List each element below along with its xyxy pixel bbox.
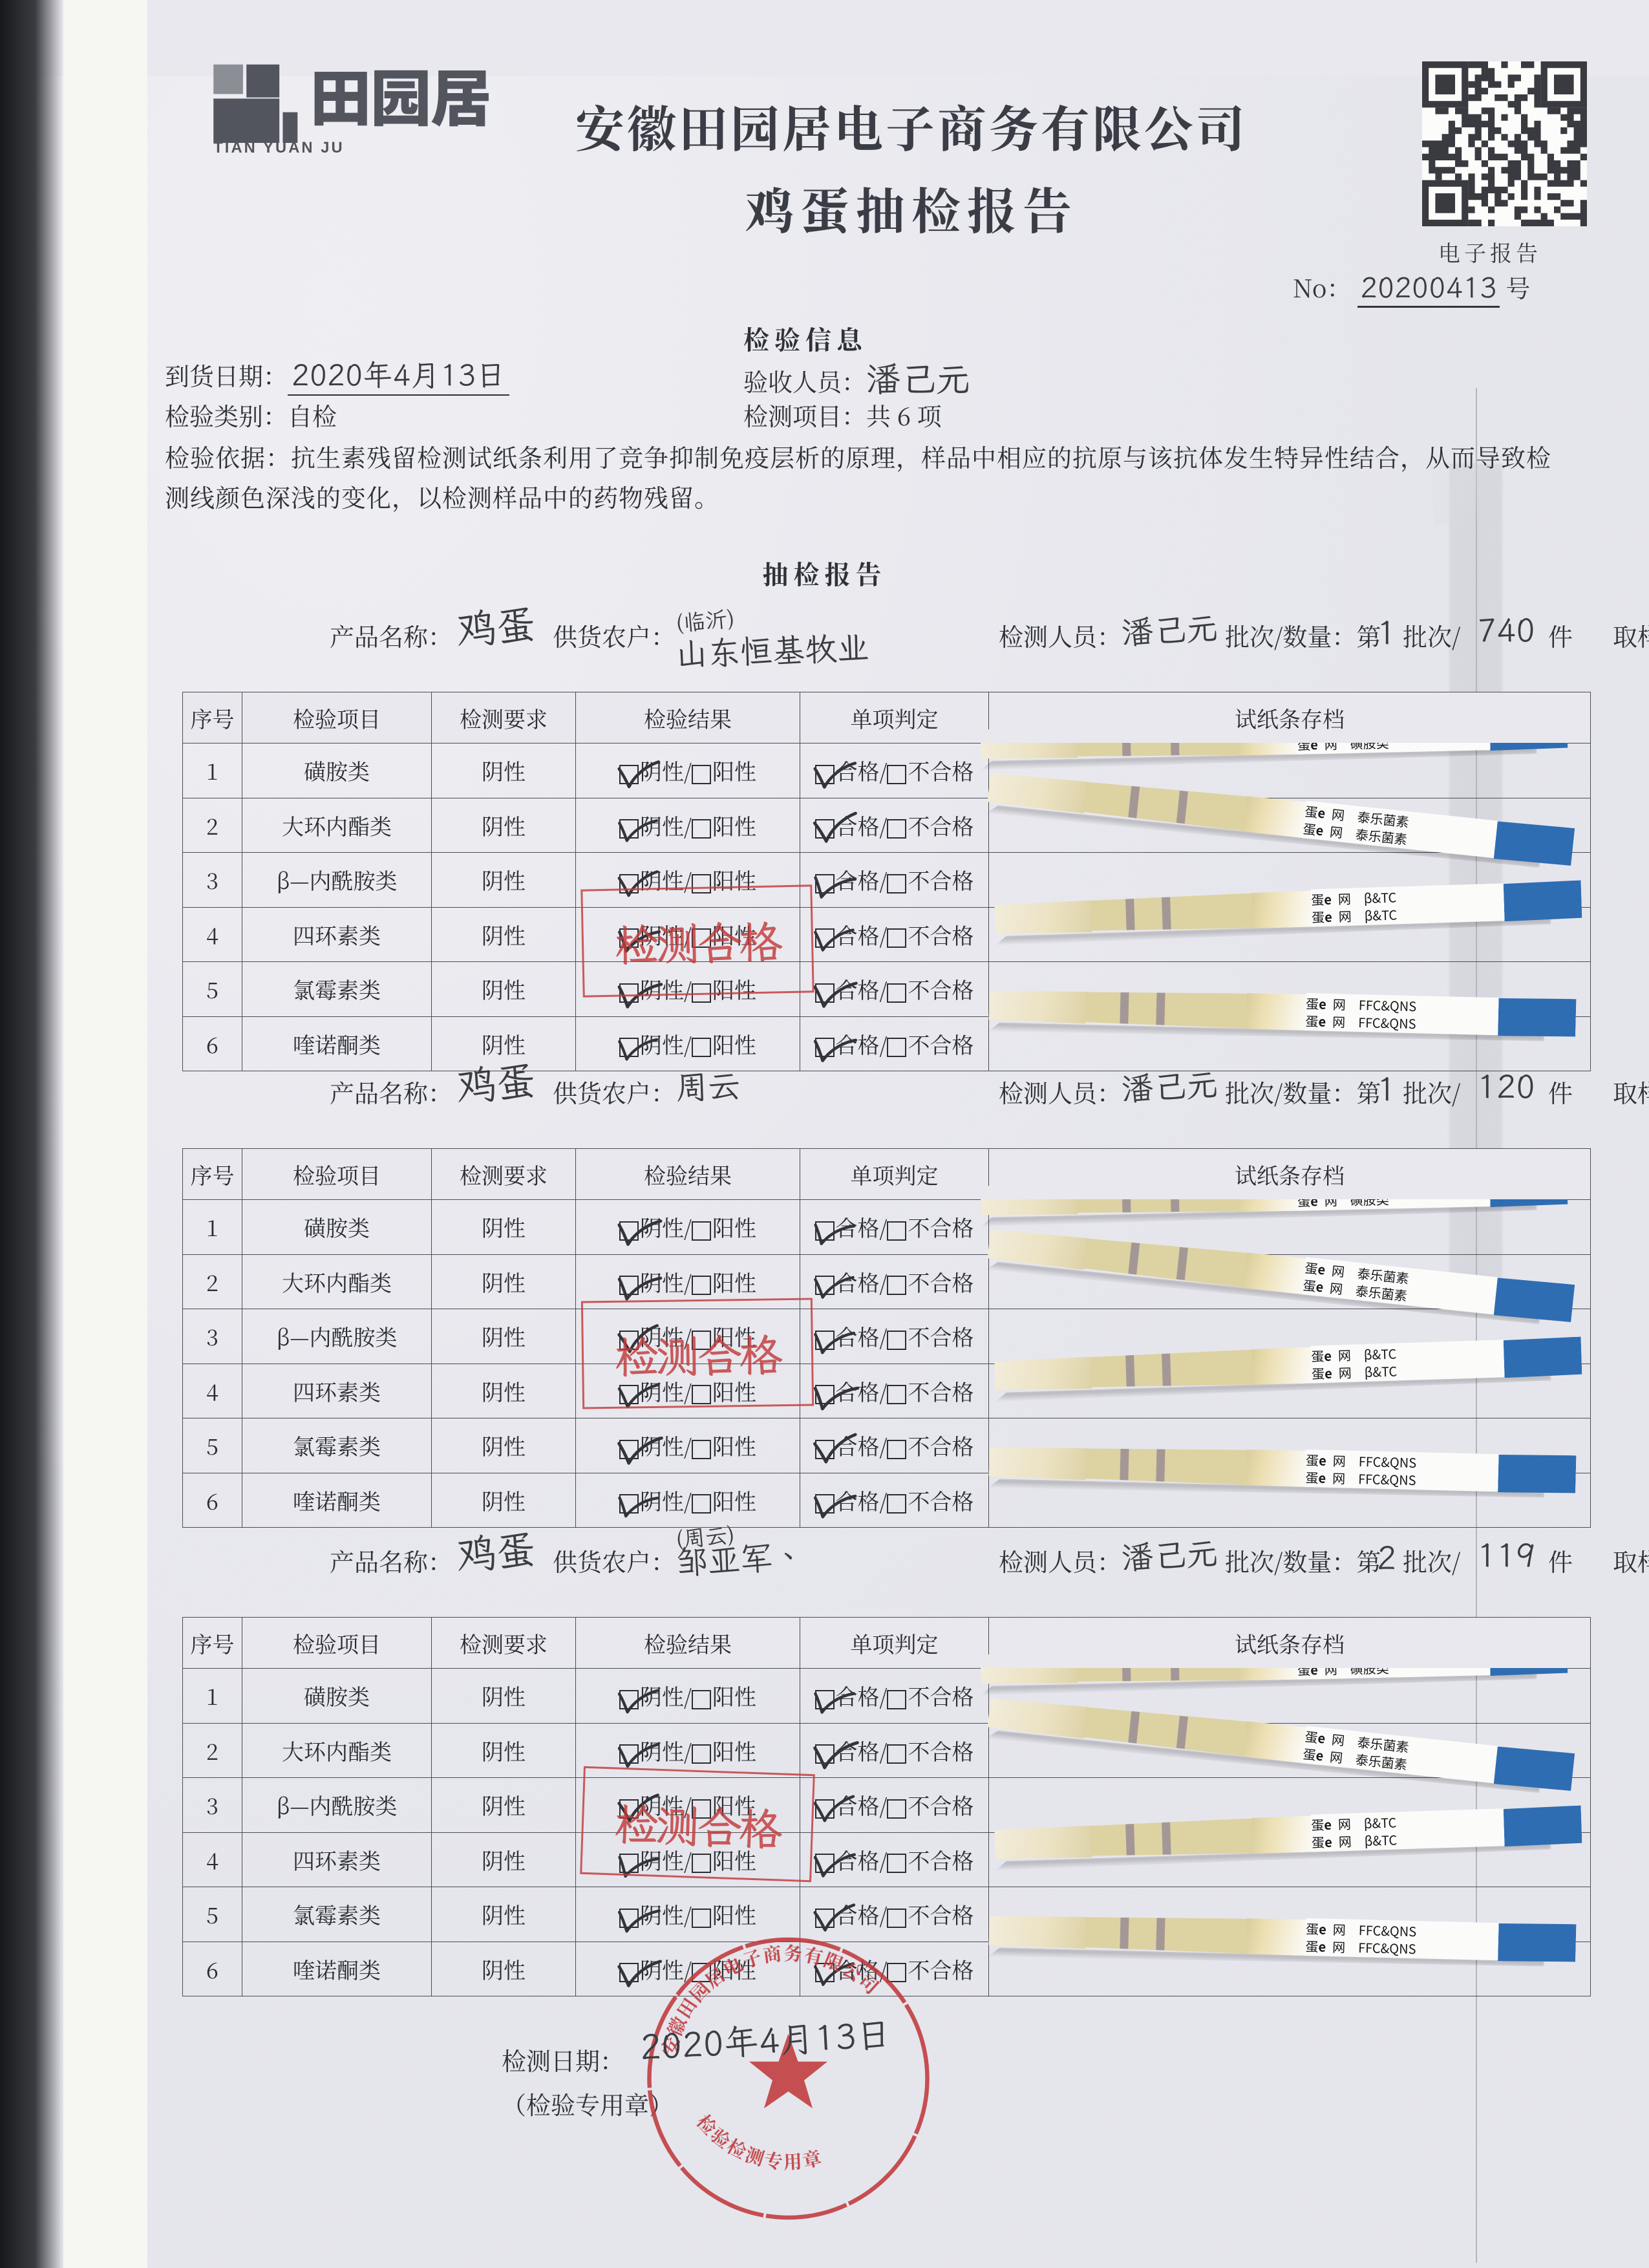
svg-text:检验检测专用章: 检验检测专用章: [691, 2108, 825, 2175]
svg-text:TIAN YUAN JU: TIAN YUAN JU: [213, 140, 345, 156]
svg-text:田园居: 田园居: [310, 63, 491, 138]
